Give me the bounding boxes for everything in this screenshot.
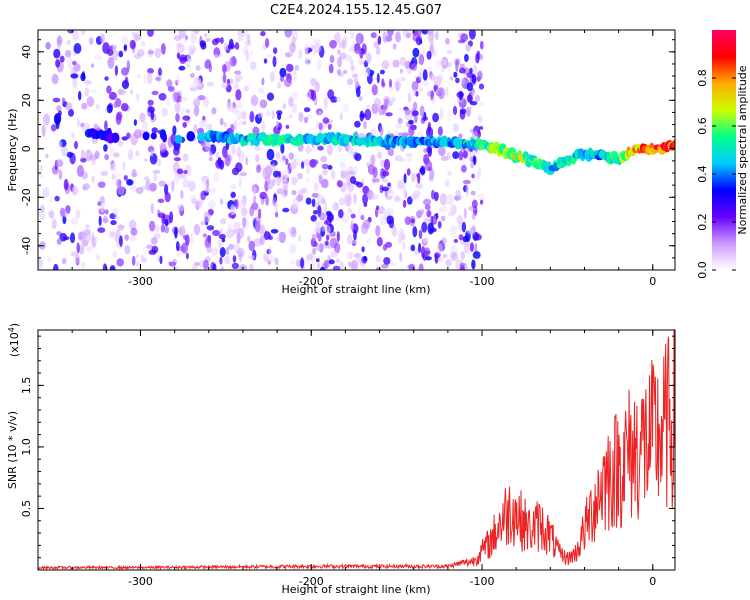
spectrogram-y-label: Frequency (Hz) xyxy=(6,109,19,192)
x-tick-label: -200 xyxy=(299,575,324,588)
figure-title: C2E4.2024.155.12.45.G07 xyxy=(270,3,442,18)
y-tick-label: 1.5 xyxy=(20,377,33,395)
colorbar-label: Normalized spectral amplitude xyxy=(736,65,749,234)
x-tick-label: -100 xyxy=(470,575,495,588)
colorbar-tick-label: 0.0 xyxy=(696,261,709,279)
y-tick-label: -20 xyxy=(20,188,33,206)
colorbar: 0.0 0.2 0.4 0.6 0.8 Normalized spectral ampl… xyxy=(696,30,749,279)
x-tick-label: -200 xyxy=(299,275,324,288)
snr-x-label: Height of straight line (km) xyxy=(281,583,430,596)
y-tick-label: 1.0 xyxy=(20,438,33,456)
y-tick-label: 0 xyxy=(20,145,33,152)
colorbar-tick-label: 0.6 xyxy=(696,117,709,135)
spectrogram-x-ticks: -300 -200 -100 0 xyxy=(37,30,656,288)
y-tick-label: 0.5 xyxy=(20,500,33,518)
snr-panel: -300 -200 -100 0 0.5 1.0 1.5 Height of straig… xyxy=(6,323,676,596)
x-tick-label: 0 xyxy=(649,575,656,588)
spectrogram-frame xyxy=(37,29,676,271)
colorbar-tick-label: 0.2 xyxy=(696,213,709,231)
x-tick-label: -300 xyxy=(128,275,153,288)
x-tick-label: -100 xyxy=(470,275,495,288)
snr-y-ticks: 0.5 1.0 1.5 xyxy=(20,335,675,571)
y-tick-label: -40 xyxy=(20,237,33,255)
spectrogram-heatmap xyxy=(38,30,675,270)
x-tick-label: -300 xyxy=(128,575,153,588)
snr-y-multiplier: (x104) xyxy=(7,323,21,357)
y-tick-label: 40 xyxy=(20,45,33,59)
colorbar-gradient xyxy=(712,30,736,270)
colorbar-tick-label: 0.8 xyxy=(696,69,709,87)
x-tick-label: 0 xyxy=(649,275,656,288)
snr-y-label: SNR (10 * v/v) xyxy=(6,411,19,489)
snr-frame xyxy=(37,329,676,571)
colorbar-tick-label: 0.4 xyxy=(696,165,709,183)
y-tick-label: 20 xyxy=(20,93,33,107)
colorbar-ticks: 0.0 0.2 0.4 0.6 0.8 xyxy=(696,69,736,279)
snr-x-ticks: -300 -200 -100 0 xyxy=(37,330,656,588)
snr-series-line xyxy=(37,329,676,571)
spectrogram-x-label: Height of straight line (km) xyxy=(281,283,430,296)
spectrogram-y-ticks: -40 -20 0 20 40 xyxy=(20,39,675,271)
